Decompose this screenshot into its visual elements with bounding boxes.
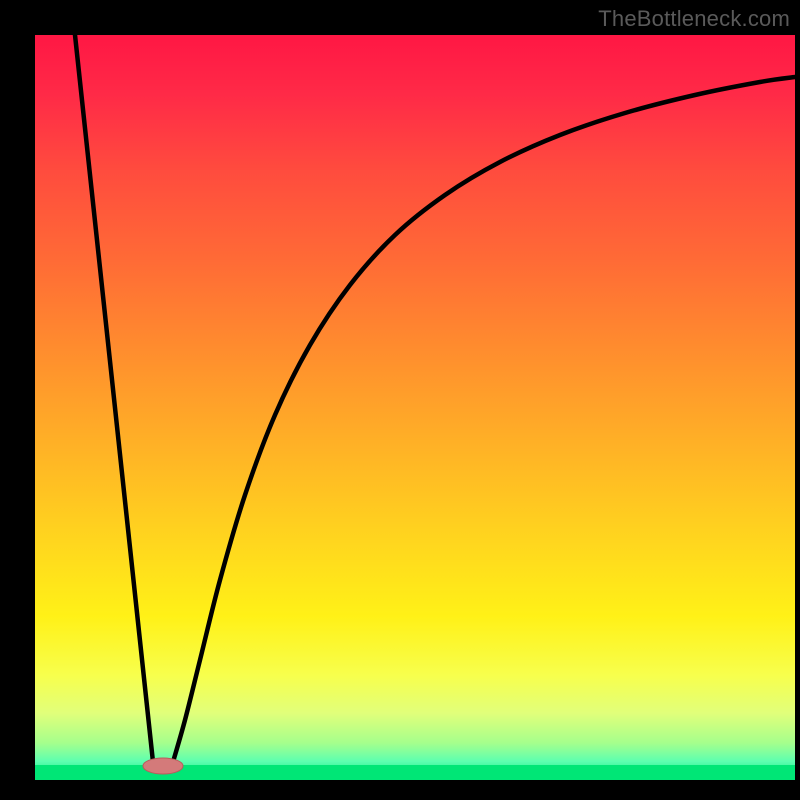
chart-container: TheBottleneck.com: [0, 0, 800, 800]
watermark-text: TheBottleneck.com: [598, 6, 790, 32]
bottleneck-chart: [0, 0, 800, 800]
